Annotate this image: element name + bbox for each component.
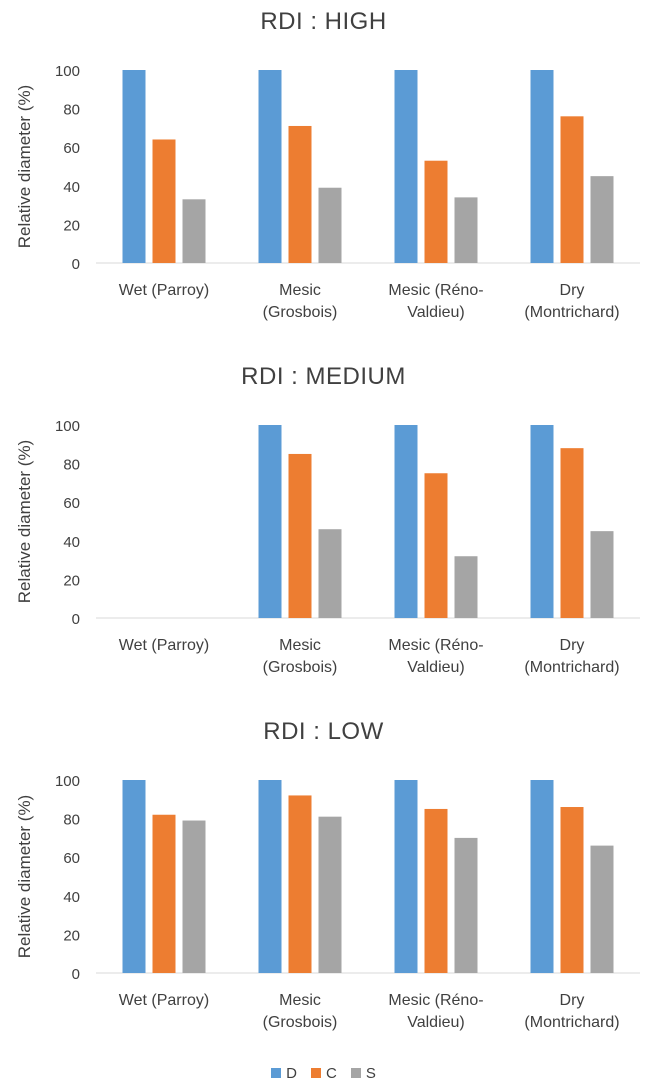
x-tick-label: (Grosbois) [263,304,338,321]
y-tick-label: 40 [63,889,80,906]
y-tick-label: 0 [72,611,80,628]
bar-c [288,125,312,263]
legend-item-c: C [310,1064,337,1082]
x-tick-label: (Grosbois) [263,659,338,676]
x-tick-label: Dry [560,282,585,299]
bar-s [590,176,614,263]
y-tick-label: 80 [63,102,80,119]
y-tick-label: 100 [55,418,80,435]
y-tick-label: 80 [63,812,80,829]
x-tick-label: Dry [560,992,585,1009]
bar-d [394,780,418,973]
bar-d [258,70,282,263]
bar-c [152,814,176,973]
x-tick-label: Wet (Parroy) [119,282,209,299]
y-tick-label: 0 [72,966,80,983]
chart-plot: Relative diameter (%) 0 20 40 60 80 100 Wet (Pa… [15,418,640,676]
x-tick-label: Wet (Parroy) [119,637,209,654]
y-axis-label: Relative diameter (%) [15,85,34,248]
legend-label-c: C [325,1064,337,1082]
chart-rdi-high: RDI : HIGH Relative diameter (%) 0 20 40 60 8… [0,0,647,345]
bar-s [454,556,478,618]
bar-s [454,837,478,973]
y-axis-label: Relative diameter (%) [15,440,34,603]
legend-item-d: D [271,1065,297,1082]
legend-swatch-s [350,1068,361,1078]
bar-d [530,780,554,973]
bar-d [394,70,418,263]
x-tick-label: Mesic (Réno- [388,282,483,299]
x-tick-label: (Montrichard) [524,304,619,321]
y-tick-label: 40 [63,534,80,551]
bar-s [182,199,206,263]
y-tick-label: 0 [72,256,80,273]
bar-c [288,453,312,618]
y-tick-label: 20 [63,217,80,234]
x-tick-label: Valdieu) [407,304,465,321]
chart-plot: Relative diameter (%) 0 20 40 60 80 100 Wet (Pa… [15,773,640,1031]
bar-c [560,116,584,263]
y-tick-label: 60 [63,495,80,512]
chart-title: RDI : LOW [263,718,384,745]
x-tick-label: (Montrichard) [524,659,619,676]
bar-d [530,70,554,263]
y-tick-label: 60 [63,850,80,867]
legend-label-d: D [286,1064,297,1082]
y-tick-label: 40 [63,179,80,196]
bar-c [560,448,584,618]
bar-c [424,473,448,618]
legend-item-s: S [350,1064,376,1082]
x-tick-label: Mesic [279,992,321,1009]
bar-s [590,531,614,618]
bar-s [590,845,614,973]
chart-title: RDI : HIGH [260,8,387,35]
bar-c [424,808,448,973]
legend: D C S [0,1062,647,1084]
x-tick-label: (Grosbois) [263,1014,338,1031]
bar-d [122,70,146,263]
x-tick-label: Mesic [279,637,321,654]
bar-c [560,807,584,973]
y-axis-label: Relative diameter (%) [15,795,34,958]
legend-label-s: S [365,1064,376,1082]
bar-s [318,816,342,973]
y-tick-label: 20 [63,927,80,944]
bar-d [258,425,282,618]
x-tick-label: Valdieu) [407,659,465,676]
y-tick-label: 100 [55,63,80,80]
legend-swatch-c [310,1068,321,1078]
x-tick-label: Dry [560,637,585,654]
x-tick-label: Mesic [279,282,321,299]
chart-title: RDI : MEDIUM [241,363,406,390]
bar-d [258,780,282,973]
bar-s [318,529,342,618]
bar-s [454,197,478,263]
bar-s [318,187,342,263]
bar-d [394,425,418,618]
y-tick-label: 100 [55,773,80,790]
y-tick-label: 80 [63,457,80,474]
x-tick-label: Mesic (Réno- [388,637,483,654]
x-tick-label: Wet (Parroy) [119,992,209,1009]
bar-c [424,160,448,263]
legend-swatch-d [271,1068,282,1078]
x-tick-label: Mesic (Réno- [388,992,483,1009]
chart-rdi-medium: RDI : MEDIUM Relative diameter (%) 0 20 40 6… [0,355,647,700]
chart-rdi-low: RDI : LOW Relative diameter (%) 0 20 40 60 80… [0,710,647,1055]
bar-d [122,780,146,973]
bar-s [182,820,206,973]
bar-c [152,139,176,263]
y-tick-label: 20 [63,572,80,589]
x-tick-label: (Montrichard) [524,1014,619,1031]
chart-plot: Relative diameter (%) 0 20 40 60 80 100 Wet (Pa… [15,63,640,321]
bar-c [288,795,312,973]
y-tick-label: 60 [63,140,80,157]
x-tick-label: Valdieu) [407,1014,465,1031]
bar-d [530,425,554,618]
